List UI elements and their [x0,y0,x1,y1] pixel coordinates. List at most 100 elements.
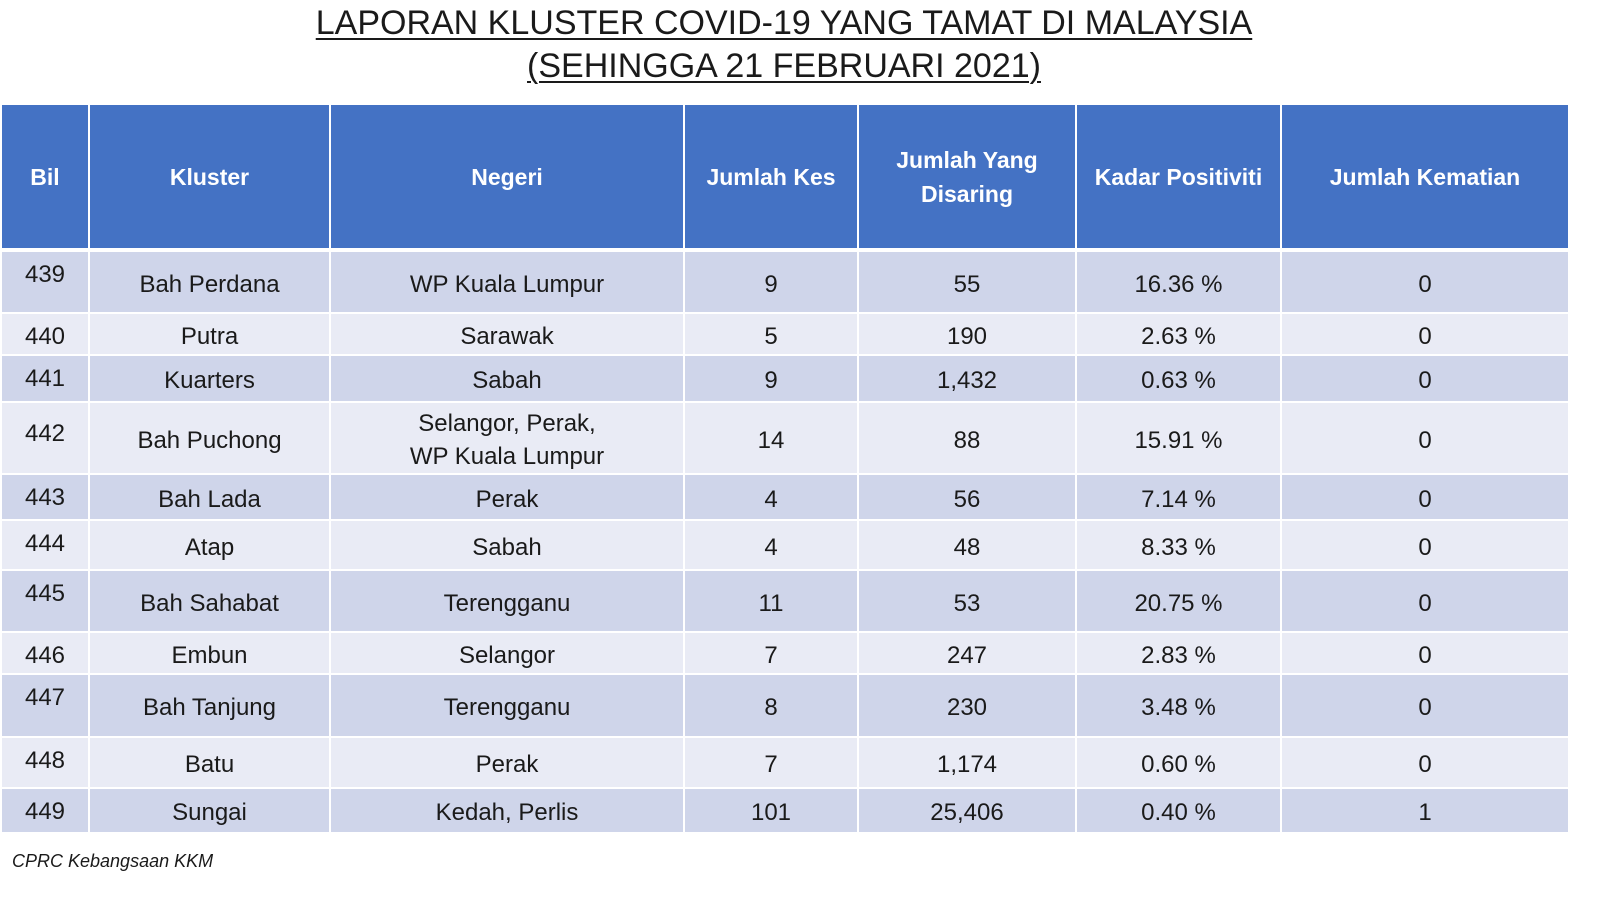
cluster-report-table: Bil Kluster Negeri Jumlah Kes Jumlah Yan… [0,103,1570,834]
table-row: 440 Putra Sarawak 5 190 2.63 % 0 [0,312,1570,356]
table-row: 439 Bah Perdana WP Kuala Lumpur 9 55 16.… [0,249,1570,314]
cell-bil: 441 [0,354,90,403]
cell-kadar-positiviti: 0.60 % [1075,736,1282,789]
cell-kluster: Atap [88,519,331,571]
header-bil: Bil [0,103,90,252]
cell-jumlah-kes: 101 [683,787,859,834]
cell-kluster: Putra [88,312,331,356]
header-kluster: Kluster [88,103,331,252]
cell-kadar-positiviti: 2.83 % [1075,631,1282,675]
table-row: 441 Kuarters Sabah 9 1,432 0.63 % 0 [0,354,1570,403]
header-jumlah-disaring-line1: Jumlah Yang [896,146,1038,173]
cell-negeri: Selangor [329,631,685,675]
cell-jumlah-disaring: 1,432 [857,354,1077,403]
cell-kluster: Bah Puchong [88,401,331,475]
header-jumlah-disaring-line2: Disaring [920,180,1014,207]
cell-kluster: Kuarters [88,354,331,403]
cell-jumlah-kes: 4 [683,519,859,571]
header-jumlah-kematian: Jumlah Kematian [1280,103,1570,252]
cell-negeri: Sabah [329,354,685,403]
cell-jumlah-disaring: 53 [857,569,1077,633]
cell-bil: 447 [0,673,90,738]
cell-kluster: Bah Lada [88,473,331,521]
cell-kadar-positiviti: 16.36 % [1075,249,1282,314]
cell-kadar-positiviti: 0.63 % [1075,354,1282,403]
cell-jumlah-kematian: 0 [1280,631,1570,675]
cell-negeri: Sarawak [329,312,685,356]
cell-jumlah-kes: 5 [683,312,859,356]
table-row: 443 Bah Lada Perak 4 56 7.14 % 0 [0,473,1570,521]
cell-jumlah-disaring: 247 [857,631,1077,675]
cell-bil: 448 [0,736,90,789]
cell-kadar-positiviti: 3.48 % [1075,673,1282,738]
cell-bil: 443 [0,473,90,521]
cell-bil: 449 [0,787,90,834]
cell-kadar-positiviti: 0.40 % [1075,787,1282,834]
cell-jumlah-disaring: 230 [857,673,1077,738]
cell-kluster: Embun [88,631,331,675]
cell-bil: 440 [0,312,90,356]
cell-jumlah-kematian: 0 [1280,249,1570,314]
cell-jumlah-kematian: 0 [1280,354,1570,403]
cell-jumlah-kematian: 1 [1280,787,1570,834]
table-row: 444 Atap Sabah 4 48 8.33 % 0 [0,519,1570,571]
cell-jumlah-disaring: 55 [857,249,1077,314]
header-jumlah-kes: Jumlah Kes [683,103,859,252]
title-line-2: (SEHINGGA 21 FEBRUARI 2021) [527,47,1041,85]
cell-jumlah-kematian: 0 [1280,736,1570,789]
cell-jumlah-disaring: 56 [857,473,1077,521]
cell-jumlah-kematian: 0 [1280,519,1570,571]
cell-negeri: Terengganu [329,569,685,633]
cell-negeri: Perak [329,473,685,521]
cell-kluster: Batu [88,736,331,789]
source-footnote: CPRC Kebangsaan KKM [12,851,214,871]
cell-jumlah-disaring: 1,174 [857,736,1077,789]
cell-jumlah-kematian: 0 [1280,401,1570,475]
cell-bil: 446 [0,631,90,675]
title-line-1: LAPORAN KLUSTER COVID-19 YANG TAMAT DI M… [315,4,1253,42]
cell-negeri-line2: WP Kuala Lumpur [409,443,605,470]
cell-bil: 445 [0,569,90,633]
cell-negeri: WP Kuala Lumpur [329,249,685,314]
cell-kluster: Sungai [88,787,331,834]
table-row: 448 Batu Perak 7 1,174 0.60 % 0 [0,736,1570,789]
cell-jumlah-kematian: 0 [1280,569,1570,633]
header-jumlah-disaring: Jumlah Yang Disaring [857,103,1077,252]
cell-jumlah-kematian: 0 [1280,473,1570,521]
cell-negeri: Selangor, Perak, WP Kuala Lumpur [329,401,685,475]
cell-kadar-positiviti: 8.33 % [1075,519,1282,571]
cell-kadar-positiviti: 15.91 % [1075,401,1282,475]
cell-jumlah-kematian: 0 [1280,673,1570,738]
cell-jumlah-disaring: 25,406 [857,787,1077,834]
cell-negeri-line1: Selangor, Perak, [418,410,596,437]
cell-kluster: Bah Perdana [88,249,331,314]
cell-bil: 439 [0,249,90,314]
cell-jumlah-kematian: 0 [1280,312,1570,356]
page-title: LAPORAN KLUSTER COVID-19 YANG TAMAT DI M… [0,2,1568,88]
cell-jumlah-kes: 4 [683,473,859,521]
table-row: 447 Bah Tanjung Terengganu 8 230 3.48 % … [0,673,1570,738]
cell-kluster: Bah Sahabat [88,569,331,633]
cell-jumlah-kes: 8 [683,673,859,738]
cell-kadar-positiviti: 20.75 % [1075,569,1282,633]
cell-jumlah-disaring: 190 [857,312,1077,356]
header-row: Bil Kluster Negeri Jumlah Kes Jumlah Yan… [0,103,1570,252]
cell-jumlah-kes: 14 [683,401,859,475]
cell-jumlah-disaring: 48 [857,519,1077,571]
cell-jumlah-kes: 7 [683,631,859,675]
cell-negeri: Perak [329,736,685,789]
table-row: 449 Sungai Kedah, Perlis 101 25,406 0.40… [0,787,1570,834]
header-kadar-positiviti: Kadar Positiviti [1075,103,1282,252]
cell-jumlah-kes: 7 [683,736,859,789]
cell-bil: 442 [0,401,90,475]
table-row: 442 Bah Puchong Selangor, Perak, WP Kual… [0,401,1570,475]
table-header: Bil Kluster Negeri Jumlah Kes Jumlah Yan… [0,103,1570,252]
cell-kadar-positiviti: 2.63 % [1075,312,1282,356]
cell-negeri: Kedah, Perlis [329,787,685,834]
table-row: 445 Bah Sahabat Terengganu 11 53 20.75 %… [0,569,1570,633]
cell-negeri: Sabah [329,519,685,571]
cell-kluster: Bah Tanjung [88,673,331,738]
cell-kadar-positiviti: 7.14 % [1075,473,1282,521]
cell-negeri: Terengganu [329,673,685,738]
table-body: 439 Bah Perdana WP Kuala Lumpur 9 55 16.… [0,249,1570,834]
